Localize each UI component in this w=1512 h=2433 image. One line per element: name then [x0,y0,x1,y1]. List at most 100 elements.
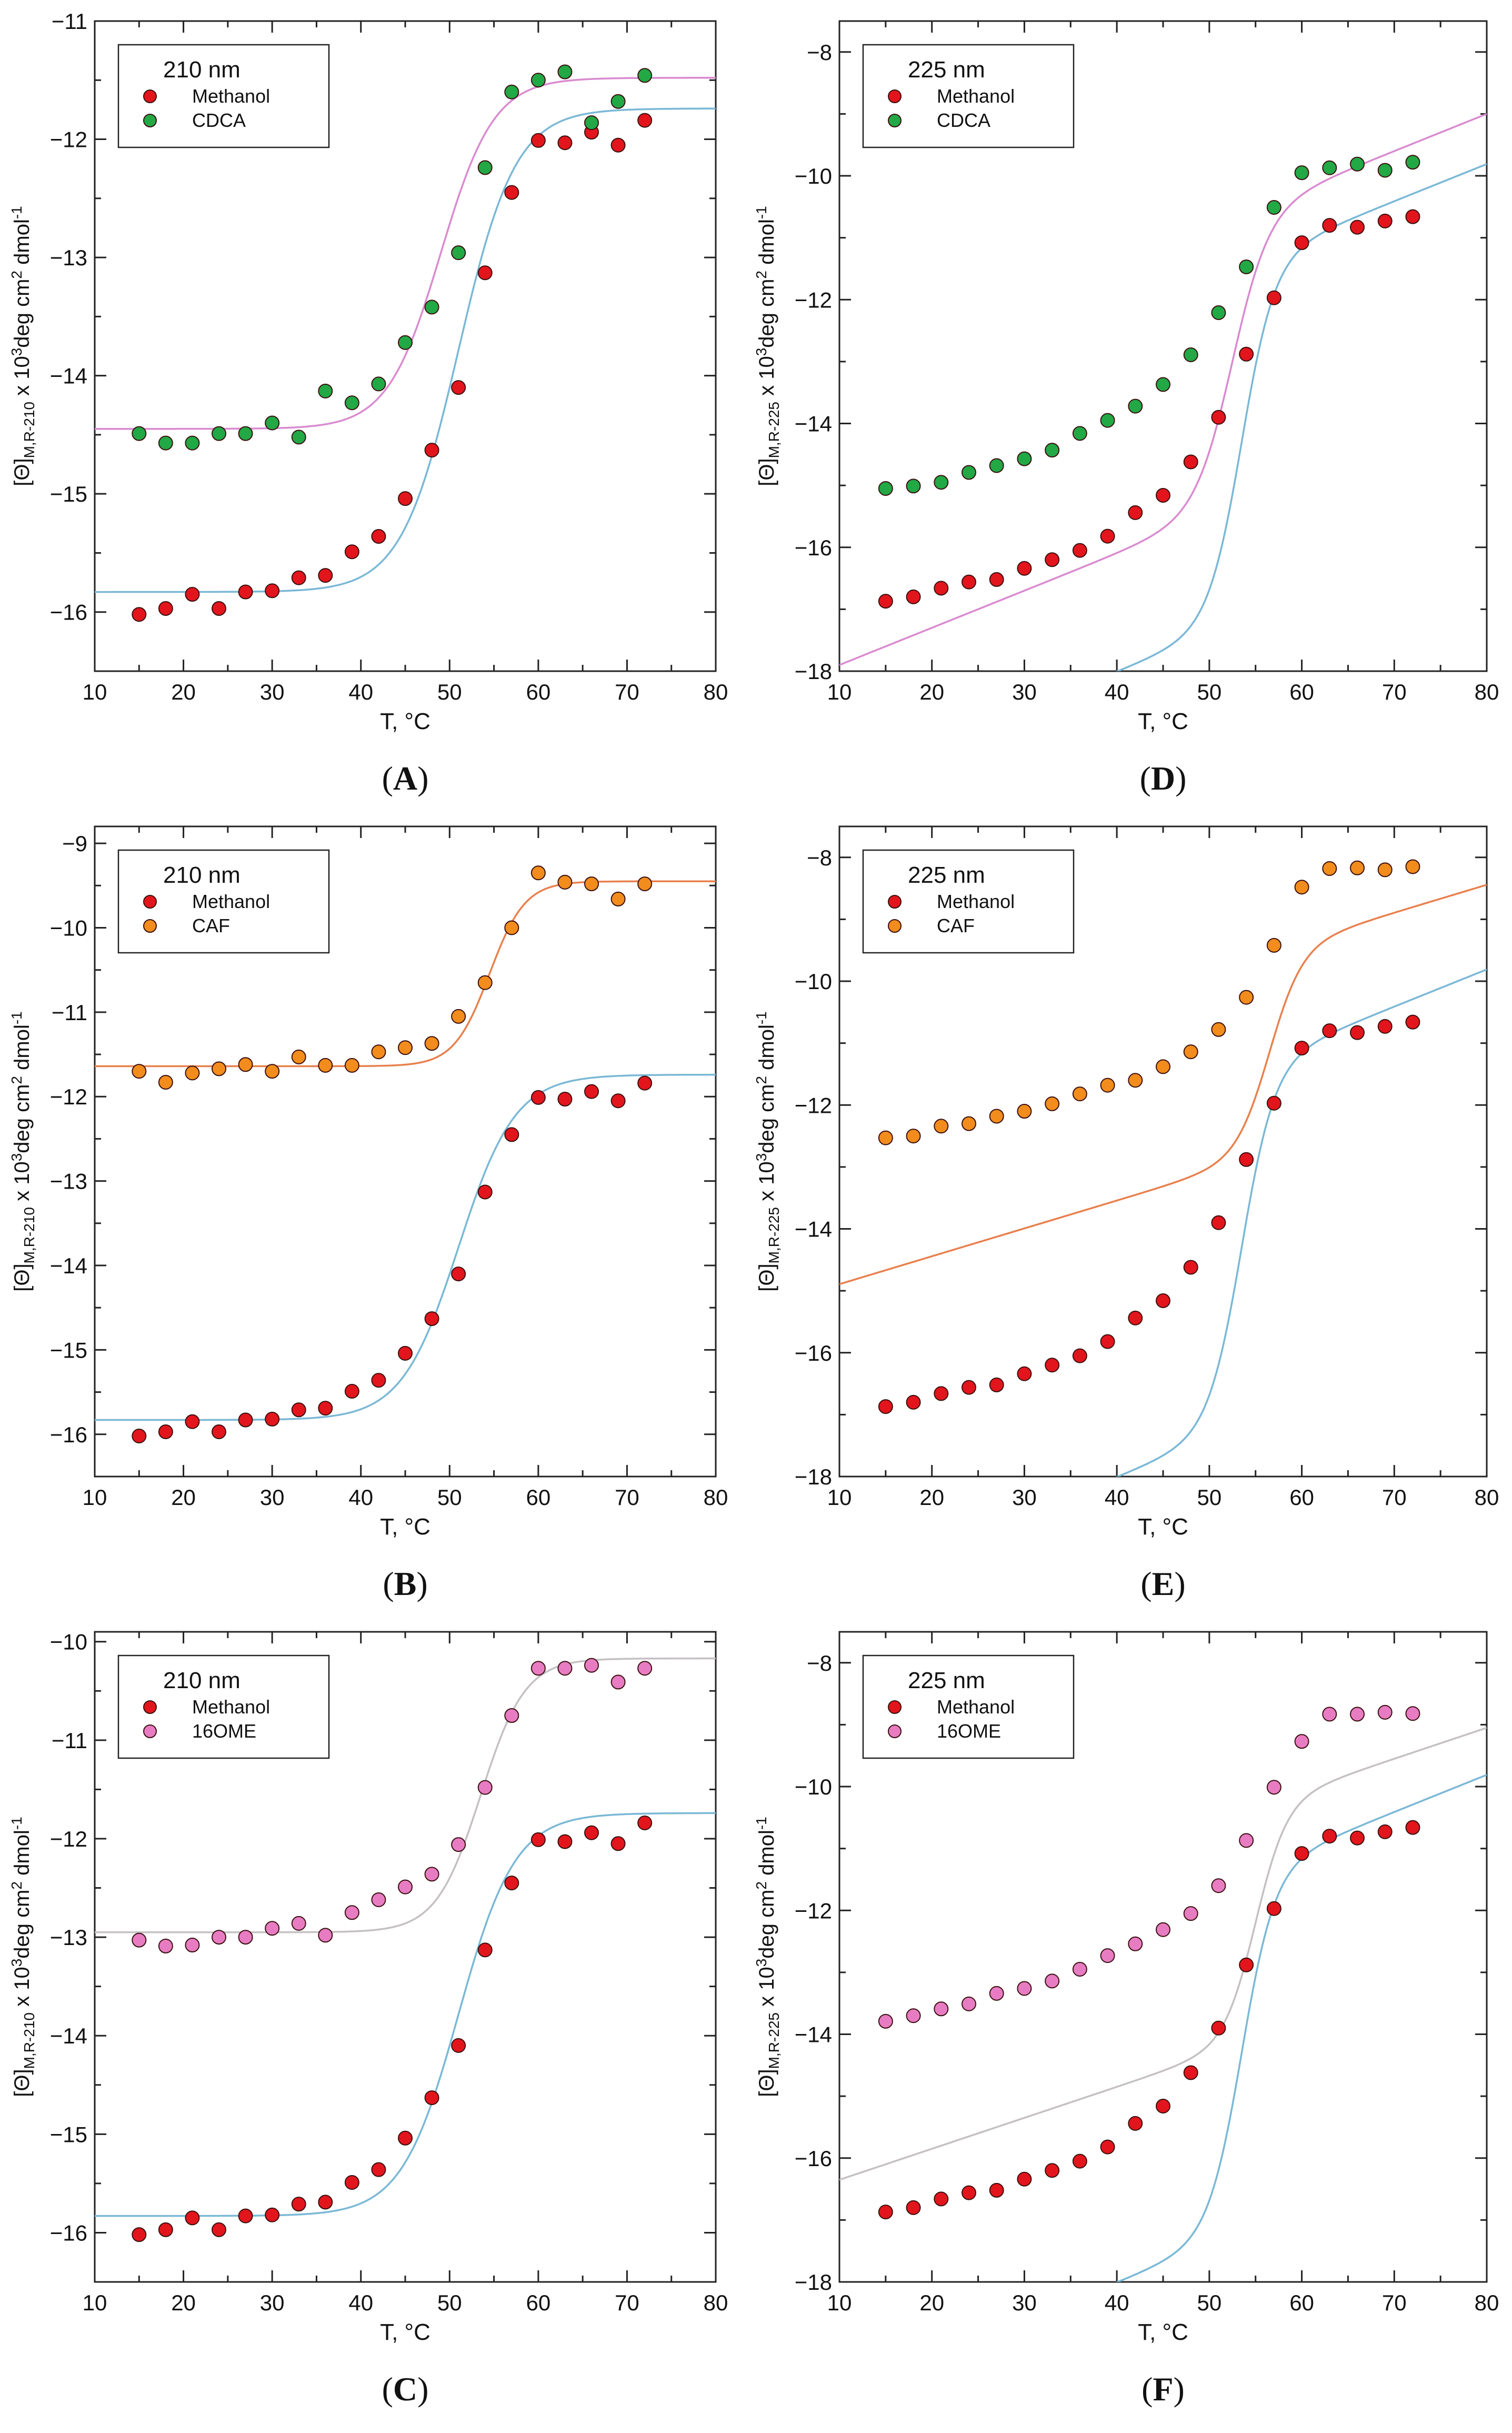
y-tick-label: −13 [50,245,87,270]
x-tick-label: 40 [1105,680,1129,704]
fit-curve-methanol-fit [1115,1774,1487,2282]
x-tick-label: 80 [704,2290,728,2315]
y-tick-label: −14 [795,1217,832,1242]
data-point-cdca [1266,200,1281,215]
data-point-caf [1294,880,1309,895]
data-point-methanol [962,1380,976,1395]
data-point-methanol [906,589,921,604]
y-axis-label-ylabel-main: [Θ] [11,2069,34,2097]
x-tick-label: 10 [83,2290,107,2315]
data-point-caf [1239,990,1254,1005]
data-point-caf [906,1129,921,1144]
x-tick-label: 40 [1105,2290,1129,2315]
data-point-methanol [1322,218,1337,233]
y-tick-label: −15 [50,482,87,506]
data-point-caf [1350,860,1365,875]
data-point-methanol [989,1377,1004,1392]
data-point-methanol [1183,454,1198,470]
data-point-caf [291,1049,306,1064]
y-axis-label-ylabel-sup2: 2 [753,1881,769,1890]
data-point-methanol [1156,1293,1170,1308]
legend-marker-caf [888,919,902,933]
caption-paren-open: ( [1140,760,1151,797]
legend-marker-caf [143,919,157,933]
x-tick-label: 30 [1012,680,1037,704]
data-point-caf [989,1109,1004,1124]
data-point-cdca [318,383,333,398]
data-point-methanol [1017,561,1032,576]
data-point-methanol [477,1942,493,1958]
data-point-methanol [1183,1260,1198,1275]
fit-curve-caf-fit [839,884,1487,1285]
y-tick-label: −15 [50,2122,87,2147]
caption-letter: B [394,1565,417,1602]
y-tick-label: −10 [795,164,832,188]
legend-marker-16ome [888,1724,902,1738]
data-point-cdca [1294,165,1309,181]
legend-label-16ome: 16OME [937,1720,1001,1742]
x-tick-label: 30 [1012,1485,1037,1510]
data-point-cdca [1405,155,1420,170]
y-axis-label-ylabel-main: [Θ] [755,2069,778,2097]
data-point-cdca [291,430,306,445]
x-tick-label: 20 [171,1485,196,1510]
data-point-methanol [265,583,280,599]
data-point-methanol [989,2182,1004,2198]
x-tick-label: 50 [1197,1485,1221,1510]
data-point-cdca [934,475,949,490]
legend-title: 210 nm [163,862,241,888]
x-tick-label: 60 [526,680,550,704]
data-point-cdca [1045,443,1060,458]
data-point-caf [1266,938,1281,953]
fit-curve-methanol-fit [1115,969,1487,1477]
data-point-cdca [1322,160,1337,175]
caption-paren-close: ) [416,1565,427,1602]
y-axis-label-ylabel-tail1: x 10 [755,356,778,402]
data-point-methanol [1017,1366,1032,1381]
data-point-caf [451,1009,466,1024]
data-point-caf [1211,1022,1226,1037]
fit-curve-16ome-fit [95,1657,716,1933]
chart-panel-e: 10 20 30 40 50 60 70 80 −18 −16 −14 −12 −10 −8 T, °C [Θ… [753,825,1499,1602]
plot-content [95,64,716,622]
data-point-methanol [637,1816,653,1831]
data-point-methanol [238,2208,253,2223]
data-point-methanol [318,1401,333,1416]
y-tick-label: −8 [807,1651,832,1676]
data-point-methanol [1211,2020,1226,2036]
chart-panel-a: 10 20 30 40 50 60 70 80 −16 −15 −14 −13 −12 −11 T, °C [… [8,9,728,797]
data-point-16ome [1377,1704,1393,1720]
y-tick-label: −8 [807,845,832,870]
x-tick-label: 50 [1197,680,1221,704]
data-point-methanol [610,137,626,153]
data-point-methanol [1350,1025,1365,1040]
data-point-16ome [398,1879,413,1894]
legend-label-cdca: CDCA [937,109,990,131]
x-tick-label: 60 [1289,1485,1314,1510]
data-point-16ome [371,1892,386,1907]
data-point-cdca [265,415,280,431]
data-point-16ome [1211,1878,1226,1893]
data-point-methanol [637,1075,653,1091]
data-point-caf [371,1044,386,1060]
y-axis-label-ylabel-sup3: -1 [753,1817,769,1830]
y-tick-label: −12 [50,1827,87,1851]
x-tick-label: 20 [919,680,944,704]
data-point-16ome [1045,1973,1060,1989]
data-point-caf [1072,1086,1087,1102]
legend-marker-methanol [143,895,157,909]
data-point-16ome [1294,1734,1309,1749]
y-tick-label: −10 [50,1630,87,1654]
data-point-methanol [185,587,200,602]
data-point-16ome [424,1867,439,1882]
data-point-methanol [1350,1830,1365,1846]
data-point-16ome [318,1928,333,1943]
y-tick-label: −14 [795,2022,832,2047]
data-point-methanol [291,570,306,585]
x-tick-label: 50 [437,1485,462,1510]
legend-label-caf: CAF [937,915,975,936]
x-tick-label: 80 [704,1485,728,1510]
data-point-16ome [1405,1706,1420,1721]
data-point-methanol [424,2090,439,2106]
